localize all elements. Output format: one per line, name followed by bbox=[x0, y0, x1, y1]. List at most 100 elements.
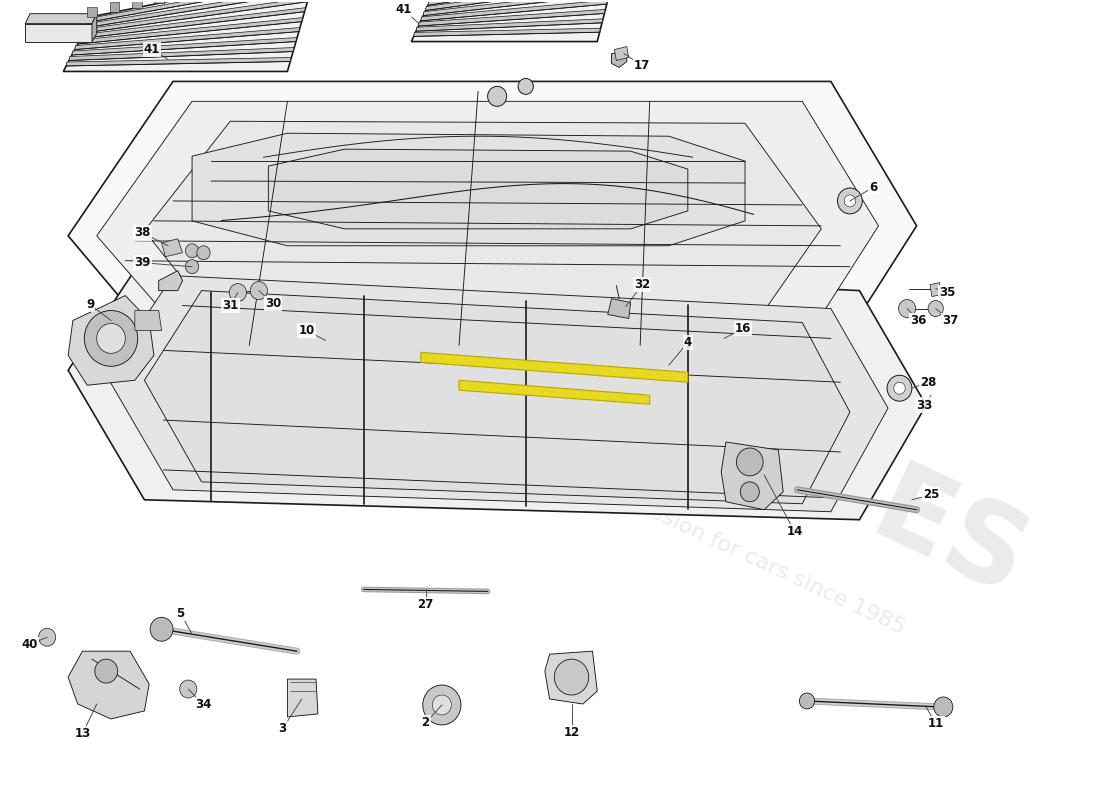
Polygon shape bbox=[192, 134, 745, 246]
Text: 32: 32 bbox=[634, 278, 650, 291]
Circle shape bbox=[800, 693, 815, 709]
Circle shape bbox=[422, 685, 461, 725]
Text: 31: 31 bbox=[222, 299, 239, 312]
Polygon shape bbox=[25, 24, 92, 42]
Polygon shape bbox=[414, 28, 601, 36]
Polygon shape bbox=[411, 0, 621, 42]
Circle shape bbox=[934, 697, 953, 717]
Polygon shape bbox=[158, 270, 183, 290]
Circle shape bbox=[97, 323, 125, 354]
Polygon shape bbox=[92, 14, 97, 42]
Text: 35: 35 bbox=[939, 286, 955, 299]
Circle shape bbox=[39, 628, 56, 646]
Polygon shape bbox=[107, 276, 888, 512]
Polygon shape bbox=[68, 82, 916, 360]
Polygon shape bbox=[84, 0, 308, 33]
Polygon shape bbox=[287, 679, 318, 717]
Polygon shape bbox=[25, 14, 97, 24]
Polygon shape bbox=[72, 38, 297, 55]
Polygon shape bbox=[544, 651, 597, 704]
Polygon shape bbox=[68, 295, 154, 386]
Circle shape bbox=[894, 382, 905, 394]
Text: 41: 41 bbox=[396, 3, 411, 16]
Text: 41: 41 bbox=[144, 43, 161, 56]
Polygon shape bbox=[607, 298, 630, 318]
Text: 16: 16 bbox=[735, 322, 751, 335]
Text: 6: 6 bbox=[870, 181, 878, 194]
Polygon shape bbox=[97, 102, 879, 346]
Polygon shape bbox=[75, 28, 299, 50]
Text: 34: 34 bbox=[196, 698, 211, 711]
Polygon shape bbox=[66, 58, 290, 66]
Circle shape bbox=[186, 244, 199, 258]
Polygon shape bbox=[418, 10, 605, 26]
Text: 38: 38 bbox=[134, 226, 151, 239]
Polygon shape bbox=[68, 256, 926, 520]
Text: 4: 4 bbox=[684, 336, 692, 349]
Text: 25: 25 bbox=[923, 488, 939, 502]
Text: 33: 33 bbox=[916, 398, 933, 412]
Text: 14: 14 bbox=[786, 525, 803, 538]
Text: 28: 28 bbox=[920, 376, 936, 389]
Circle shape bbox=[95, 659, 118, 683]
Polygon shape bbox=[64, 0, 316, 71]
Text: 17: 17 bbox=[634, 59, 650, 72]
Text: 5: 5 bbox=[176, 607, 185, 620]
Polygon shape bbox=[144, 122, 822, 338]
Polygon shape bbox=[930, 282, 942, 297]
Text: 27: 27 bbox=[418, 598, 433, 611]
Polygon shape bbox=[69, 47, 294, 61]
Circle shape bbox=[899, 299, 915, 318]
Polygon shape bbox=[426, 0, 612, 10]
Polygon shape bbox=[110, 2, 119, 12]
Text: 10: 10 bbox=[298, 324, 315, 337]
Text: 9: 9 bbox=[86, 298, 95, 311]
Polygon shape bbox=[459, 380, 650, 404]
Circle shape bbox=[150, 618, 173, 642]
Polygon shape bbox=[86, 0, 311, 28]
Polygon shape bbox=[268, 149, 688, 229]
Polygon shape bbox=[612, 51, 627, 67]
Polygon shape bbox=[135, 310, 162, 330]
Polygon shape bbox=[162, 239, 183, 257]
Text: 39: 39 bbox=[134, 256, 151, 270]
Polygon shape bbox=[144, 290, 850, 504]
Text: 11: 11 bbox=[927, 718, 944, 730]
Polygon shape bbox=[80, 8, 305, 38]
Circle shape bbox=[740, 482, 759, 502]
Text: 12: 12 bbox=[563, 726, 580, 739]
Polygon shape bbox=[78, 18, 302, 44]
Polygon shape bbox=[416, 19, 603, 31]
Text: 40: 40 bbox=[22, 638, 38, 650]
Polygon shape bbox=[421, 0, 607, 21]
Text: 13: 13 bbox=[75, 727, 90, 740]
Polygon shape bbox=[154, 0, 164, 3]
Circle shape bbox=[186, 260, 199, 274]
Circle shape bbox=[85, 310, 138, 366]
Circle shape bbox=[197, 246, 210, 260]
Circle shape bbox=[229, 284, 246, 302]
Polygon shape bbox=[132, 0, 142, 8]
Circle shape bbox=[432, 695, 451, 715]
Circle shape bbox=[487, 86, 507, 106]
Text: 36: 36 bbox=[911, 314, 926, 327]
Polygon shape bbox=[89, 0, 313, 22]
Polygon shape bbox=[615, 46, 629, 61]
Polygon shape bbox=[87, 6, 97, 17]
Text: 37: 37 bbox=[942, 314, 958, 327]
Polygon shape bbox=[722, 442, 783, 510]
Circle shape bbox=[844, 195, 856, 207]
Circle shape bbox=[887, 375, 912, 401]
Text: 3: 3 bbox=[278, 722, 287, 735]
Circle shape bbox=[179, 680, 197, 698]
Polygon shape bbox=[428, 0, 615, 6]
Circle shape bbox=[518, 78, 534, 94]
Text: 30: 30 bbox=[265, 297, 282, 310]
Polygon shape bbox=[68, 651, 150, 719]
Polygon shape bbox=[421, 352, 688, 382]
Text: 2: 2 bbox=[421, 717, 430, 730]
Circle shape bbox=[250, 282, 267, 299]
Polygon shape bbox=[424, 0, 609, 16]
Circle shape bbox=[554, 659, 588, 695]
Circle shape bbox=[837, 188, 862, 214]
